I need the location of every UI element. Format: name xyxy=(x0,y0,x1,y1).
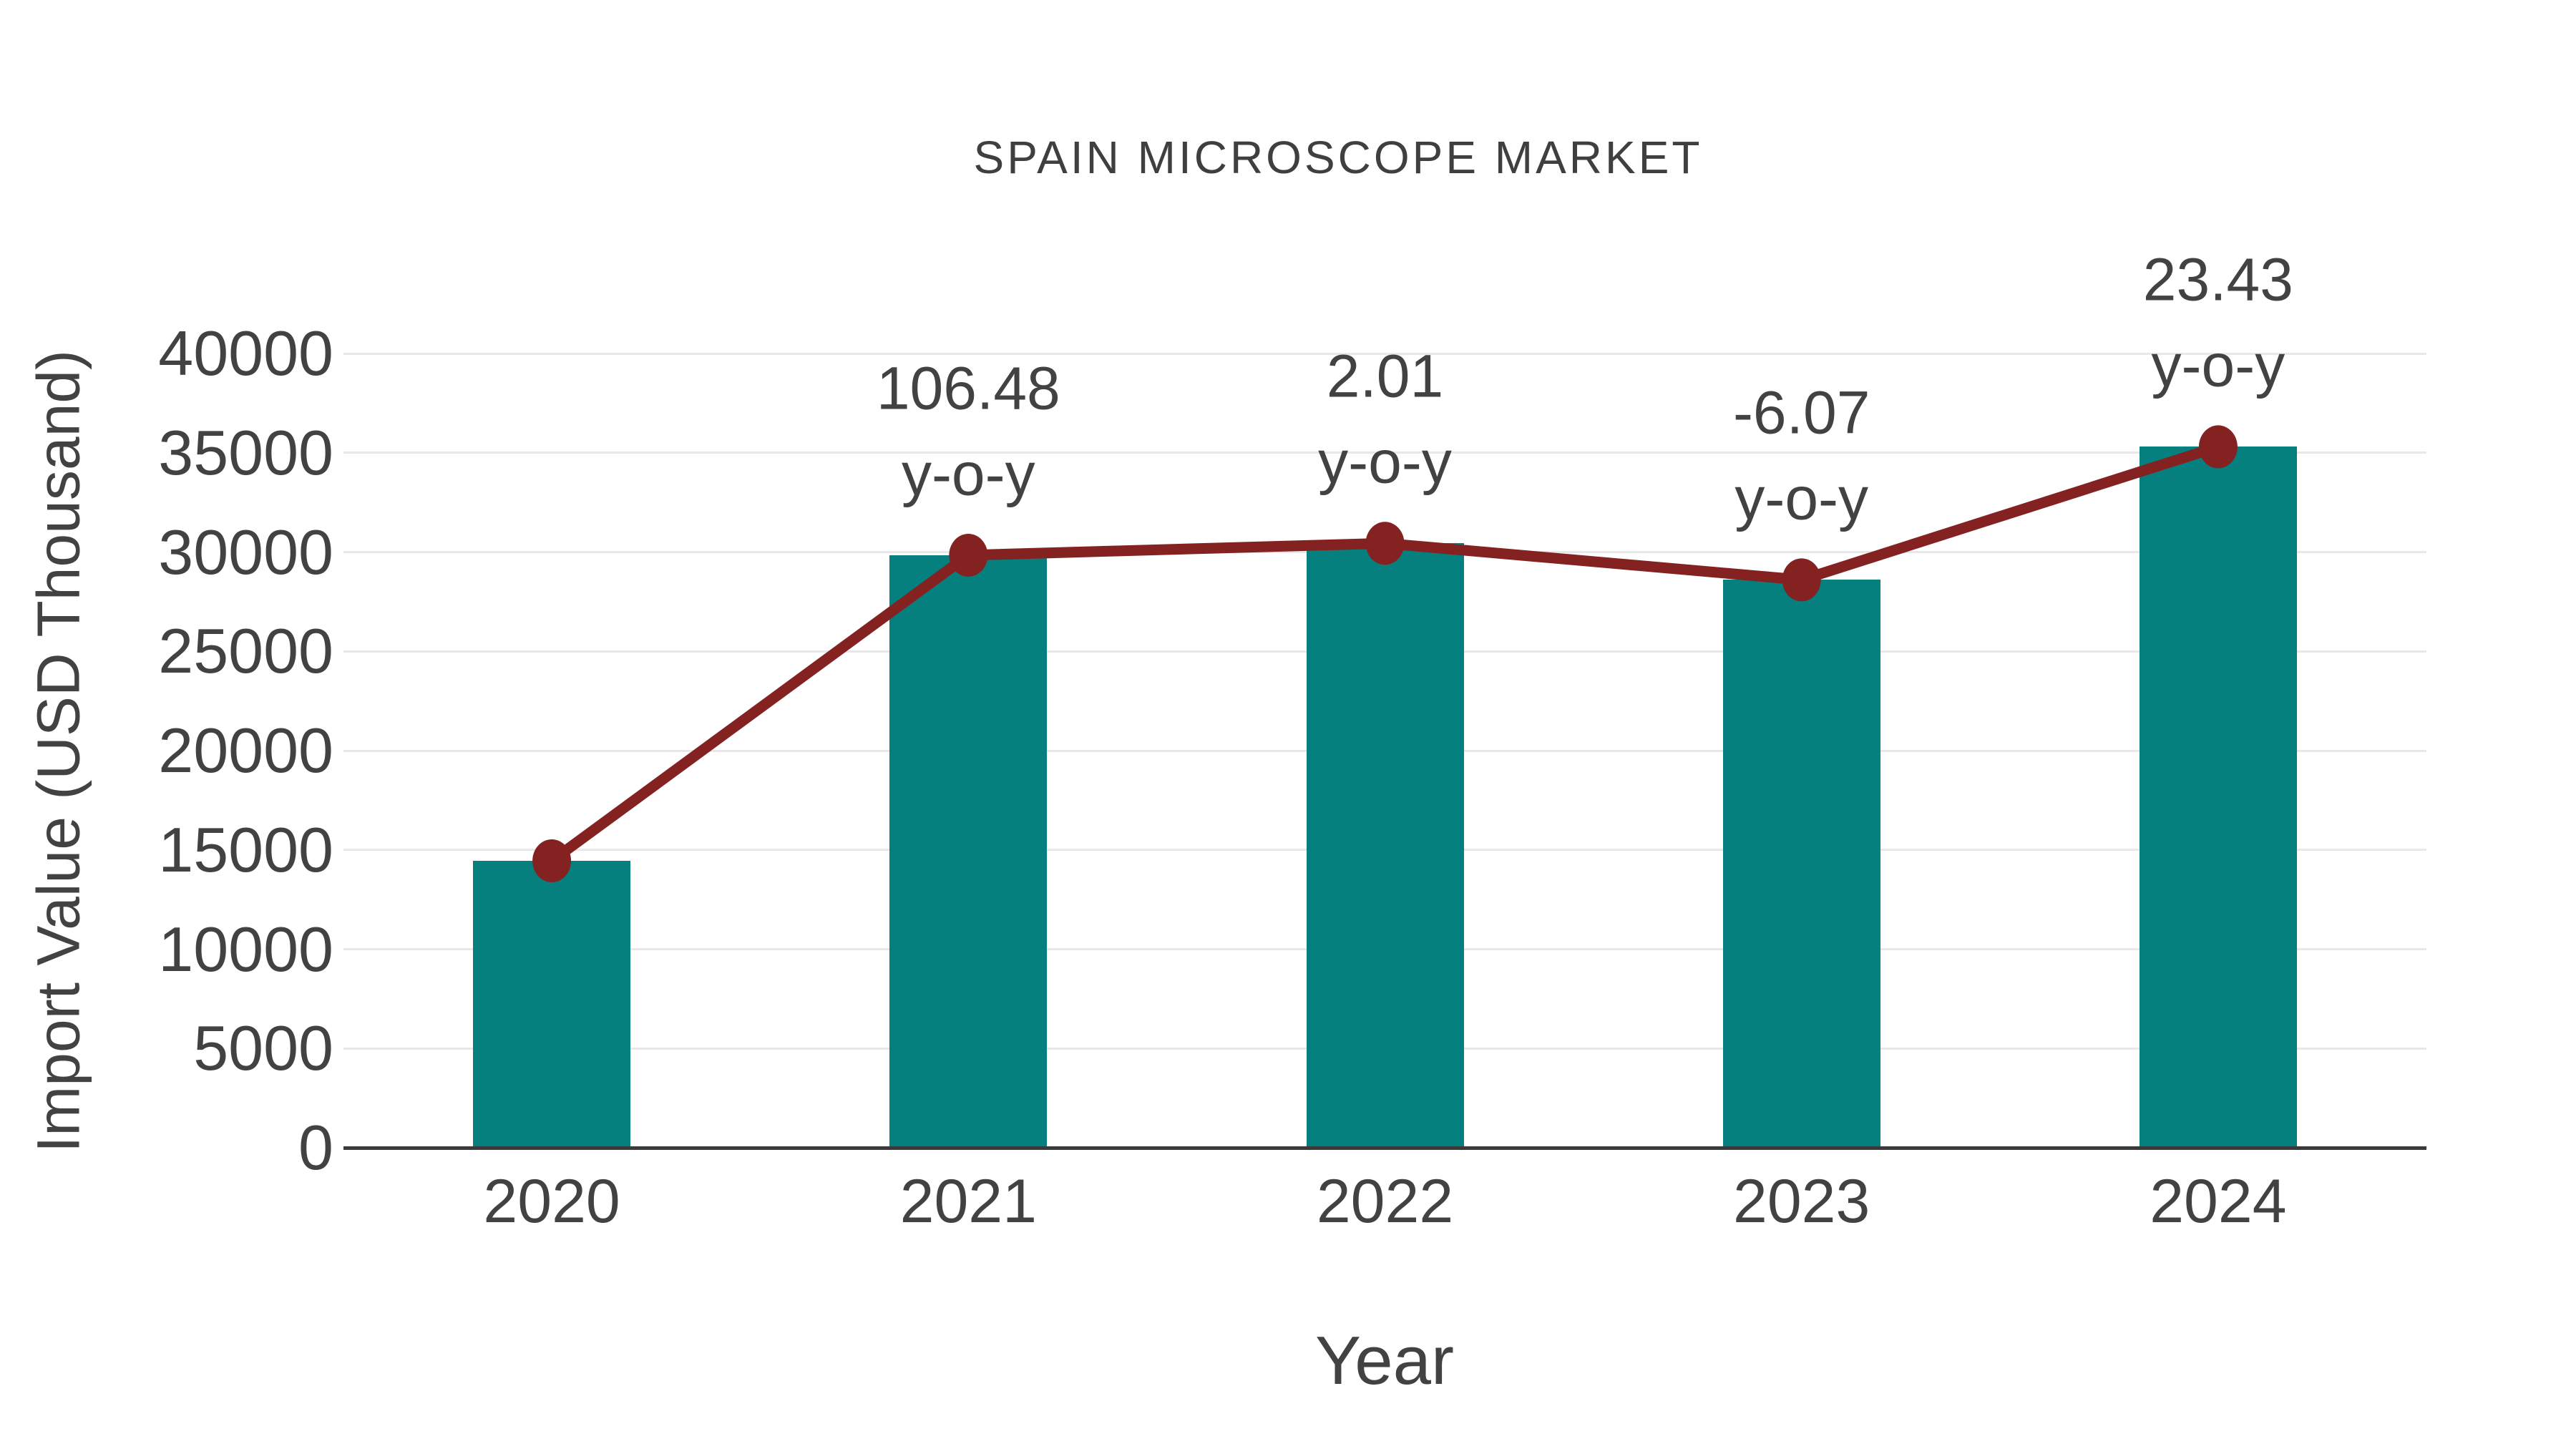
x-axis-title: Year xyxy=(1315,1322,1454,1399)
annotation-yoy-2022: y-o-y xyxy=(1318,428,1452,496)
annotation-yoy-2023: y-o-y xyxy=(1735,464,1869,532)
line-marker-2020 xyxy=(532,839,572,883)
y-tick-label-15000: 15000 xyxy=(158,814,333,885)
gridline-35000 xyxy=(343,452,2426,454)
gridline-40000 xyxy=(343,352,2426,355)
annotation-yoy-2021: y-o-y xyxy=(901,440,1035,508)
line-series xyxy=(546,441,2224,867)
annotation-yoy-2024: y-o-y xyxy=(2151,331,2285,399)
line-marker-2022 xyxy=(1365,522,1405,565)
bar-2022 xyxy=(1306,543,1464,1148)
bar-2023 xyxy=(1722,580,1880,1148)
line-marker-2023 xyxy=(1782,558,1821,602)
y-tick-label-10000: 10000 xyxy=(158,913,333,985)
bar-2024 xyxy=(2139,447,2297,1148)
y-tick-label-35000: 35000 xyxy=(158,416,333,488)
y-tick-label-30000: 30000 xyxy=(158,516,333,587)
y-tick-label-0: 0 xyxy=(298,1112,333,1183)
y-tick-label-5000: 5000 xyxy=(193,1013,333,1084)
y-tick-label-20000: 20000 xyxy=(158,715,333,786)
line-marker-2024 xyxy=(2198,425,2238,469)
annotation-value-2023: -6.07 xyxy=(1732,379,1870,447)
x-tick-label-2021: 2021 xyxy=(899,1167,1037,1236)
chart-title: SPAIN MICROSCOPE MARKET xyxy=(973,132,1703,183)
y-tick-label-40000: 40000 xyxy=(158,318,333,389)
x-tick-label-2024: 2024 xyxy=(2150,1167,2287,1236)
x-axis-line xyxy=(343,1146,2426,1150)
line-marker-2021 xyxy=(949,533,988,577)
annotation-value-2022: 2.01 xyxy=(1326,342,1444,410)
annotation-value-2024: 23.43 xyxy=(2142,245,2293,313)
x-tick-label-2022: 2022 xyxy=(1316,1167,1454,1236)
y-tick-label-25000: 25000 xyxy=(158,615,333,687)
bar-2020 xyxy=(473,861,631,1148)
bar-2021 xyxy=(889,555,1048,1148)
annotation-value-2021: 106.48 xyxy=(876,354,1060,422)
x-tick-label-2023: 2023 xyxy=(1733,1167,1870,1236)
x-tick-label-2020: 2020 xyxy=(483,1167,620,1236)
